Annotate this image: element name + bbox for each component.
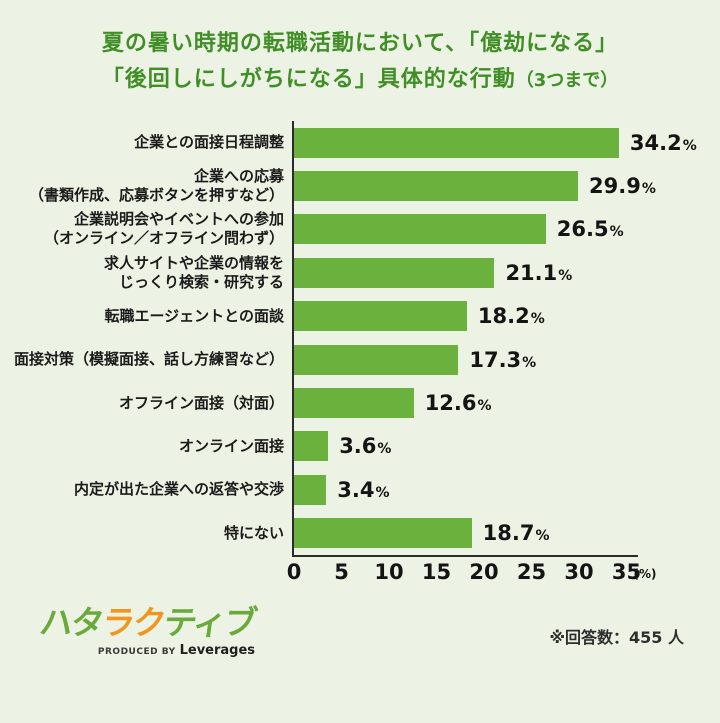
value-label: 29.9% — [589, 174, 656, 198]
chart-row: 面接対策（模擬面接、話し方練習など） 17.3% — [0, 337, 720, 382]
bar-area: 18.7% — [292, 511, 720, 555]
bar-area: 12.6% — [292, 381, 720, 425]
value-number: 12.6 — [424, 391, 477, 416]
percent-sign: % — [535, 528, 550, 545]
chart-row: オンライン面接 3.6% — [0, 424, 720, 469]
value-number: 21.1 — [505, 260, 558, 285]
bar — [294, 127, 619, 158]
percent-sign: % — [530, 311, 545, 328]
category-label: 内定が出た企業への返答や交渉 — [73, 480, 284, 499]
bar — [294, 388, 414, 419]
respondent-count-note: ※回答数：455 人 — [549, 628, 684, 648]
bar-area: 26.5% — [292, 207, 720, 252]
percent-sign: % — [377, 441, 392, 458]
percent-sign: % — [477, 398, 492, 415]
category-label: 転職エージェントとの面談 — [104, 306, 284, 325]
bar — [294, 257, 495, 288]
x-tick-label: 35 — [611, 559, 642, 584]
chart-row: 内定が出た企業への返答や交渉 3.4% — [0, 468, 720, 512]
value-label: 17.3% — [469, 348, 536, 372]
percent-sign: % — [522, 354, 537, 371]
footer: ハタラクティブ PRODUCED BY Leverages ※回答数：455 人 — [0, 602, 720, 658]
bar — [294, 474, 327, 505]
category-label: オンライン面接 — [178, 436, 284, 455]
bar-area: 18.2% — [292, 294, 720, 338]
value-number: 17.3 — [469, 347, 522, 372]
value-number: 18.2 — [477, 304, 530, 329]
hataractive-logo-text: ハタラクティブ — [37, 602, 258, 642]
category-label: 求人サイトや企業の情報を じっくり検索・研究する — [103, 253, 284, 291]
bar-area: 29.9% — [292, 164, 720, 208]
value-number: 3.4 — [337, 477, 375, 502]
bar-area: 3.6% — [292, 424, 720, 469]
hataractive-logo: ハタラクティブ PRODUCED BY Leverages — [37, 602, 258, 658]
value-label: 12.6% — [425, 391, 492, 415]
bar — [294, 518, 472, 549]
x-tick-label: 0 — [286, 559, 302, 584]
chart-title-line1: 夏の暑い時期の転職活動において、「億劫になる」 — [101, 31, 619, 56]
value-label: 18.7% — [483, 521, 550, 545]
bar-area: 17.3% — [292, 337, 720, 382]
bar-area: 3.4% — [292, 468, 720, 512]
value-label: 21.1% — [505, 261, 572, 285]
x-axis-unit-label: (%) — [633, 566, 657, 581]
x-axis-ticks: 0 5 10 15 20 25 30 35 (%) — [287, 557, 720, 591]
category-label: オフライン面接（対面） — [118, 393, 284, 412]
x-tick-label: 25 — [516, 559, 547, 584]
percent-sign: % — [682, 137, 697, 154]
category-label: 特にない — [223, 523, 284, 542]
chart-row: 特にない 18.7% — [0, 511, 720, 555]
value-number: 3.6 — [339, 434, 377, 459]
chart-row: 企業説明会やイベントへの参加 （オンライン／オフライン問わず） 26.5% — [0, 207, 720, 252]
chart-row: 企業への応募 （書類作成、応募ボタンを押すなど） 29.9% — [0, 164, 720, 208]
category-label: 企業への応募 （書類作成、応募ボタンを押すなど） — [28, 167, 284, 205]
category-label: 企業との面接日程調整 — [134, 133, 284, 152]
bar — [294, 344, 459, 375]
produced-by-label: PRODUCED BY — [97, 647, 176, 658]
bar — [294, 214, 546, 245]
bar — [294, 431, 329, 462]
company-name: Leverages — [179, 643, 256, 659]
percent-sign: % — [641, 181, 656, 198]
bar — [294, 301, 467, 332]
percent-sign: % — [558, 267, 573, 284]
chart-title: 夏の暑い時期の転職活動において、「億劫になる」 「後回しにしがちになる」具体的な… — [0, 26, 720, 99]
value-label: 3.6% — [339, 434, 391, 458]
chart-title-line2: 「後回しにしがちになる」具体的な行動（3つまで） — [0, 62, 720, 99]
chart-title-line2-suffix: （3つまで） — [515, 70, 619, 91]
chart-row: 転職エージェントとの面談 18.2% — [0, 294, 720, 338]
chart-row: 企業との面接日程調整 34.2% — [0, 121, 720, 165]
category-label: 面接対策（模擬面接、話し方練習など） — [13, 350, 284, 369]
x-tick-label: 30 — [564, 559, 594, 584]
value-number: 29.9 — [589, 174, 641, 199]
bar-chart: 企業との面接日程調整 34.2% 企業への応募 （書類作成、応募ボタンを押すなど） 2… — [0, 121, 720, 591]
chart-row: 求人サイトや企業の情報を じっくり検索・研究する 21.1% — [0, 251, 720, 295]
x-tick-label: 10 — [374, 559, 404, 584]
value-label: 3.4% — [337, 478, 389, 502]
category-label: 企業説明会やイベントへの参加 （オンライン／オフライン問わず） — [43, 210, 284, 248]
chart-row: オフライン面接（対面） 12.6% — [0, 381, 720, 425]
chart-rows: 企業との面接日程調整 34.2% 企業への応募 （書類作成、応募ボタンを押すなど） 2… — [0, 121, 720, 555]
percent-sign: % — [375, 484, 390, 501]
bar-area: 34.2% — [292, 121, 720, 165]
logo-char: ブ — [221, 602, 258, 642]
logo-subtitle: PRODUCED BY Leverages — [40, 643, 255, 658]
value-label: 18.2% — [478, 304, 545, 328]
chart-title-line2-main: 「後回しにしがちになる」具体的な行動 — [101, 67, 516, 92]
x-axis-line — [292, 554, 638, 557]
value-label: 34.2% — [630, 131, 697, 155]
x-tick-label: 20 — [469, 559, 499, 584]
x-tick-label: 15 — [421, 559, 452, 584]
value-label: 26.5% — [557, 217, 624, 241]
value-number: 26.5 — [556, 217, 609, 242]
bar-area: 21.1% — [292, 251, 720, 295]
value-number: 18.7 — [482, 521, 535, 546]
x-tick-label: 5 — [334, 559, 349, 584]
value-number: 34.2 — [629, 130, 682, 155]
bar — [294, 171, 579, 202]
percent-sign: % — [609, 224, 624, 241]
